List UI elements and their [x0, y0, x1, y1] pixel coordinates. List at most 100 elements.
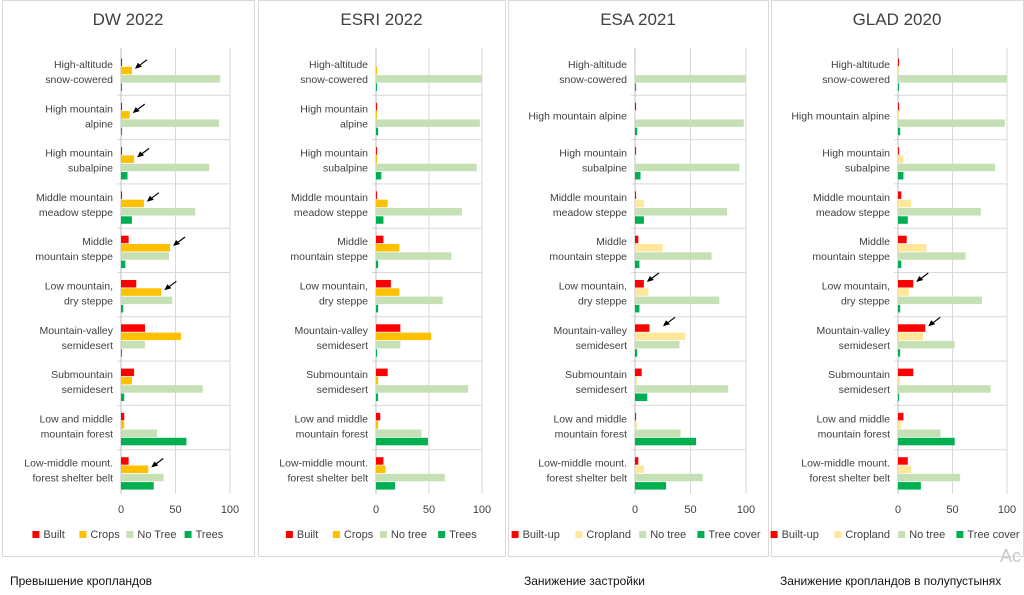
- bar-no-tree-2-7: [635, 385, 729, 393]
- bar-crops-1-4: [376, 244, 400, 252]
- category-label-0-3: Middle mountain meadow steppe: [36, 192, 113, 219]
- bar-built-1-4: [376, 235, 384, 244]
- bar-no-tree-0-8: [121, 429, 157, 437]
- category-label-3-9: Low-middle mount. forest shelter belt: [801, 458, 890, 485]
- legend-swatch-1-0: [285, 531, 293, 538]
- bar-no-tree-3-6: [898, 340, 955, 349]
- bar-cropland-2-8: [635, 421, 638, 429]
- category-label-line: semidesert: [839, 340, 890, 352]
- bar-no-tree-1-7: [376, 385, 469, 393]
- category-label-line: snow-cowered: [559, 74, 627, 86]
- bar-no-tree-2-5: [635, 296, 720, 305]
- bar-trees-1-8: [376, 437, 428, 446]
- bar-built-1-9: [376, 457, 384, 465]
- category-label-line: dry steppe: [64, 296, 113, 308]
- bar-built-1-1: [376, 102, 378, 111]
- legend-label-3-1: Cropland: [845, 529, 890, 541]
- category-label-line: mountain steppe: [290, 251, 368, 263]
- bar-trees-1-9: [376, 482, 396, 490]
- category-label-2-7: Submountain semidesert: [565, 369, 627, 396]
- bar-no-tree-0-1: [121, 119, 220, 127]
- bar-tree-cover-3-8: [898, 437, 955, 446]
- bar-trees-0-1: [121, 127, 123, 136]
- bar-no-tree-0-6: [121, 340, 145, 349]
- bar-built-0-4: [121, 235, 129, 244]
- category-label-line: High-altitude: [568, 59, 627, 71]
- bar-tree-cover-2-4: [635, 260, 640, 269]
- category-label-1-1: High mountain alpine: [300, 103, 368, 130]
- category-label-2-8: Low and middle mountain forest: [553, 413, 627, 440]
- bar-crops-1-7: [376, 376, 379, 385]
- bar-built-1-3: [376, 191, 378, 199]
- bar-built-up-2-7: [635, 368, 642, 377]
- category-label-3-6: Mountain-valley semidesert: [816, 325, 890, 352]
- category-label-1-6: Mountain-valley semidesert: [294, 325, 368, 352]
- bar-cropland-3-4: [898, 244, 927, 252]
- category-label-0-0: High-altitude snow-cowered: [45, 59, 113, 86]
- legend-label-2-0: Built-up: [523, 529, 560, 541]
- category-label-line: Submountain: [828, 369, 890, 381]
- bar-cropland-2-1: [635, 111, 637, 119]
- bar-built-0-6: [121, 324, 145, 332]
- category-label-line: mountain steppe: [35, 251, 113, 263]
- category-label-3-2: High mountain subalpine: [822, 148, 890, 175]
- category-label-line: meadow steppe: [294, 207, 368, 219]
- legend-label-3-3: Tree cover: [967, 529, 1020, 541]
- bar-built-0-2: [121, 147, 123, 155]
- bar-tree-cover-3-4: [898, 260, 902, 269]
- legend-label-1-1: Crops: [344, 529, 374, 541]
- bar-crops-0-3: [121, 199, 144, 208]
- category-label-line: semidesert: [317, 340, 368, 352]
- category-label-line: subalpine: [68, 163, 113, 175]
- legend-label-1-0: Built: [297, 529, 318, 541]
- caption-cropland-underestimate-semidesert: Занижение кропландов в полупустынях: [780, 574, 1002, 588]
- category-label-line: meadow steppe: [816, 207, 890, 219]
- legend-swatch-2-0: [511, 531, 519, 538]
- category-label-0-1: High mountain alpine: [45, 103, 113, 130]
- bar-trees-1-5: [376, 304, 379, 313]
- activation-watermark: Ac: [1000, 546, 1022, 566]
- bar-tree-cover-2-3: [635, 216, 644, 224]
- annotation-arrow-head-0-3: [146, 195, 154, 202]
- panel-border-1: [258, 0, 506, 557]
- bar-tree-cover-2-5: [635, 304, 640, 313]
- category-label-line: dry steppe: [578, 296, 627, 308]
- category-label-1-3: Middle mountain meadow steppe: [291, 192, 368, 219]
- legend-swatch-2-2: [639, 531, 647, 538]
- category-label-line: semidesert: [317, 384, 368, 396]
- category-label-line: Low and middle: [816, 413, 890, 425]
- bar-built-up-3-2: [898, 147, 900, 155]
- bar-no-tree-1-0: [376, 75, 482, 83]
- category-label-line: Middle: [596, 236, 627, 248]
- annotation-arrow-head-0-5: [164, 284, 172, 291]
- category-label-3-8: Low and middle mountain forest: [816, 413, 890, 440]
- bar-trees-0-4: [121, 260, 126, 269]
- bar-no-tree-3-3: [898, 208, 981, 216]
- bar-trees-1-2: [376, 172, 382, 180]
- bar-crops-1-0: [376, 66, 378, 75]
- bar-no-tree-3-8: [898, 429, 941, 437]
- category-label-2-9: Low-middle mount. forest shelter belt: [538, 458, 627, 485]
- bar-tree-cover-3-2: [898, 172, 904, 180]
- category-label-1-7: Submountain semidesert: [306, 369, 368, 396]
- category-label-2-5: Low mountain, dry steppe: [559, 281, 627, 308]
- bar-no-tree-1-3: [376, 208, 462, 216]
- category-label-0-7: Submountain semidesert: [51, 369, 113, 396]
- category-label-1-4: Middle mountain steppe: [290, 236, 368, 263]
- category-label-line: Middle mountain: [550, 192, 627, 204]
- category-label-2-0: High-altitude snow-cowered: [559, 59, 627, 86]
- bar-built-0-8: [121, 412, 125, 421]
- bar-built-up-3-9: [898, 457, 908, 465]
- x-tick-label-3-0: 0: [895, 504, 901, 516]
- bar-built-up-3-3: [898, 191, 902, 199]
- bar-trees-0-7: [121, 393, 125, 401]
- bar-crops-1-3: [376, 199, 388, 208]
- category-label-0-5: Low mountain, dry steppe: [45, 281, 113, 308]
- bar-trees-0-6: [121, 349, 123, 357]
- category-label-line: mountain forest: [296, 428, 368, 440]
- category-label-line: subalpine: [582, 163, 627, 175]
- bar-built-1-5: [376, 280, 391, 288]
- category-label-2-6: Mountain-valley semidesert: [553, 325, 627, 352]
- bar-cropland-2-4: [635, 244, 663, 252]
